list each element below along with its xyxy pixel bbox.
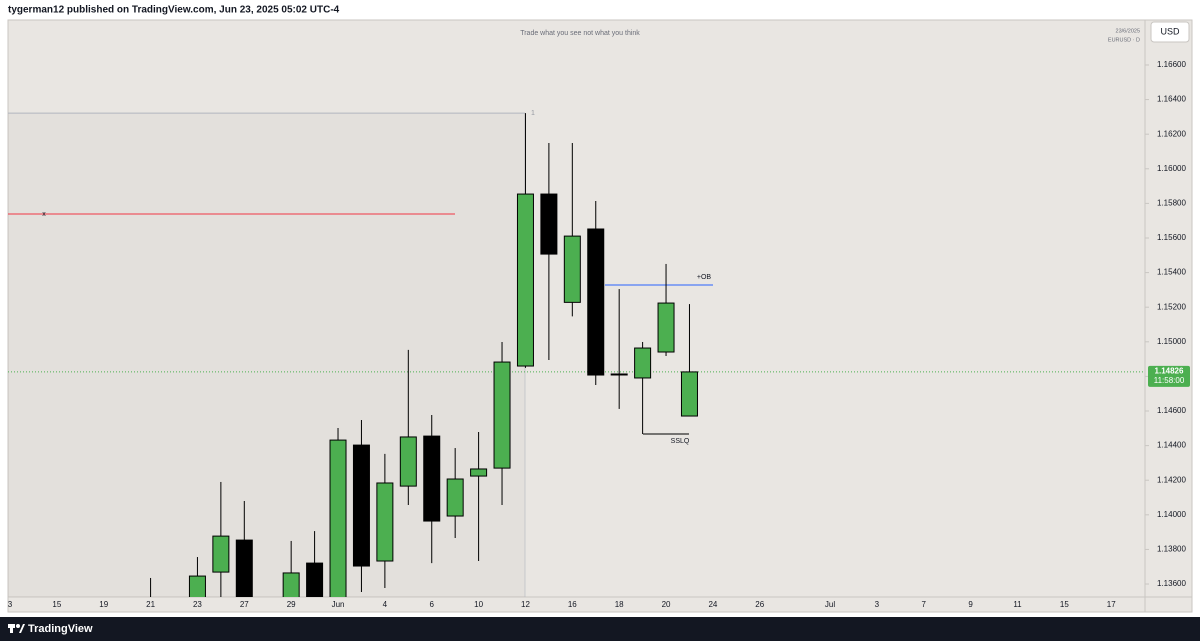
y-tick-label: 1.15800 <box>1157 199 1186 208</box>
candle-body <box>587 228 605 376</box>
x-tick-label: 10 <box>474 600 483 609</box>
x-tick-label: 20 <box>662 600 671 609</box>
date-label: 23/6/2025 <box>1116 28 1140 34</box>
logo-shape <box>8 624 15 628</box>
candle-body <box>235 539 253 597</box>
symbol-label: EURUSD · D <box>1108 37 1140 43</box>
currency-button[interactable] <box>1150 21 1190 43</box>
x-tick-label: 19 <box>99 600 108 609</box>
last-price-box <box>1148 365 1190 387</box>
x-tick-label: Jun <box>332 600 345 609</box>
shaded-zone <box>8 113 525 597</box>
x-tick-label: 26 <box>755 600 764 609</box>
logo-shape <box>16 624 20 628</box>
x-tick-label: 16 <box>568 600 577 609</box>
y-tick-label: 1.16400 <box>1157 95 1186 104</box>
watermark: Trade what you see not what you think <box>520 30 640 37</box>
candle-body <box>212 535 230 573</box>
x-tick-label: 24 <box>708 600 717 609</box>
plot-area: 1 x +OB SSLQ <box>8 110 1145 597</box>
candle-body <box>470 468 488 477</box>
x-tick-label: 11 <box>1013 600 1022 609</box>
candle-body <box>423 435 441 522</box>
y-tick-label: 1.14200 <box>1157 475 1186 484</box>
x-tick-label: 6 <box>430 600 435 609</box>
y-tick-label: 1.15600 <box>1157 233 1186 242</box>
y-tick-label: 1.14400 <box>1157 441 1186 450</box>
candle-body <box>306 562 324 597</box>
y-tick-label: 1.15200 <box>1157 302 1186 311</box>
y-tick-label: 1.15000 <box>1157 337 1186 346</box>
candle-body <box>352 444 370 567</box>
candle-body <box>188 575 206 597</box>
y-tick-label: 1.16200 <box>1157 129 1186 138</box>
y-tick-label: 1.15400 <box>1157 268 1186 277</box>
level-label: x <box>42 211 46 218</box>
footer-bar <box>0 617 1200 641</box>
y-tick-label: 1.16600 <box>1157 60 1186 69</box>
candle-body <box>376 482 394 562</box>
x-tick-label: 27 <box>240 600 249 609</box>
footer-logo <box>8 624 25 633</box>
y-tick-label: 1.14600 <box>1157 406 1186 415</box>
candle-body <box>540 193 558 255</box>
x-tick-label: 4 <box>383 600 388 609</box>
x-tick-label: 21 <box>146 600 155 609</box>
x-tick-label: 15 <box>1060 600 1069 609</box>
countdown-label: 11:58:00 <box>1154 376 1185 385</box>
footer-brand: TradingView <box>28 623 93 635</box>
candle-body <box>493 361 511 469</box>
candle-body <box>516 193 534 367</box>
candle-body <box>563 235 581 303</box>
x-tick-label: 12 <box>521 600 530 609</box>
candle-body <box>610 373 628 376</box>
y-tick-label: 1.13600 <box>1157 579 1186 588</box>
currency-label: USD <box>1160 26 1180 36</box>
x-tick-label: 15 <box>52 600 61 609</box>
level-label: SSLQ <box>671 438 690 445</box>
logo-shape <box>19 624 25 633</box>
y-tick-label: 1.14000 <box>1157 510 1186 519</box>
x-tick-label: 18 <box>615 600 624 609</box>
y-tick-label: 1.13800 <box>1157 545 1186 554</box>
x-tick-label: 23 <box>193 600 202 609</box>
x-tick-label: 3 <box>875 600 880 609</box>
candle-body <box>399 436 417 487</box>
x-tick-label: 17 <box>1107 600 1116 609</box>
candle-body <box>657 302 675 353</box>
candle-body <box>634 347 652 379</box>
x-tick-label: 9 <box>968 600 973 609</box>
x-tick-label: Jul <box>825 600 835 609</box>
header-text: tygerman12 published on TradingView.com,… <box>8 5 340 16</box>
x-tick-label: 7 <box>922 600 927 609</box>
y-tick-label: 1.16000 <box>1157 164 1186 173</box>
level-label: 1 <box>531 110 535 117</box>
candle-body <box>282 572 300 597</box>
candle-body <box>329 439 347 597</box>
x-tick-label: 29 <box>287 600 296 609</box>
logo-shape <box>10 628 13 633</box>
candle-body <box>680 371 698 417</box>
x-tick-label: 3 <box>8 600 13 609</box>
candle-body <box>446 478 464 517</box>
last-price-label: 1.14826 <box>1155 367 1184 376</box>
level-label: +OB <box>697 274 712 281</box>
